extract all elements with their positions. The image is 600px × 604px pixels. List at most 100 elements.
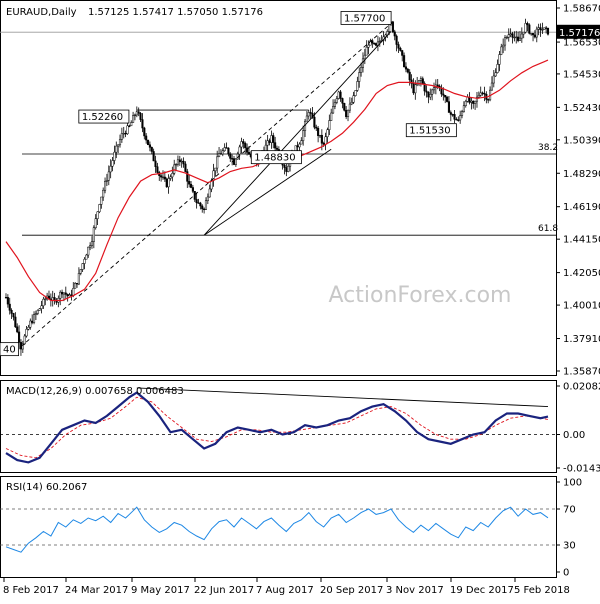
- candle-body: [83, 258, 86, 264]
- candle-body: [27, 326, 30, 330]
- candle-body: [459, 115, 462, 121]
- candle-body: [59, 291, 62, 299]
- candle-body: [25, 328, 28, 337]
- macd-trendline: [136, 387, 549, 408]
- candle-body: [79, 269, 82, 274]
- price-annotation-box: [405, 123, 457, 138]
- price-annotation-label: 40: [3, 345, 16, 356]
- candle-body: [307, 112, 310, 117]
- candle-body: [460, 111, 464, 116]
- candle-body: [313, 116, 316, 128]
- candle-body: [533, 34, 536, 38]
- candle-body: [431, 89, 434, 95]
- candle-body: [214, 167, 217, 172]
- candle-body: [137, 111, 140, 114]
- candle-body: [161, 176, 165, 179]
- candle-body: [528, 24, 531, 34]
- candle-body: [455, 119, 458, 121]
- rsi-y-tick-label: 30: [563, 541, 576, 552]
- candle-body: [266, 140, 269, 146]
- candle-body: [483, 93, 486, 95]
- price-y-tick-label: 1.52430: [563, 103, 600, 114]
- candle-body: [341, 98, 344, 104]
- candle-body: [191, 187, 194, 192]
- macd-line: [5, 391, 549, 464]
- candle-body: [74, 282, 77, 289]
- candle-body: [513, 36, 516, 39]
- fib-level-label: 38.2: [538, 143, 558, 153]
- price-y-tick-label: 1.35870: [563, 367, 600, 378]
- candle-body: [135, 111, 138, 116]
- candle-body: [318, 134, 322, 137]
- last-price-label: 1.57176: [559, 28, 600, 39]
- candle-body: [154, 160, 157, 167]
- chart-ohlc: 1.57125 1.57417 1.57050 1.57176: [88, 7, 263, 18]
- price-annotation-label: 1.51530: [409, 126, 450, 137]
- candle-body: [240, 141, 243, 148]
- candle-body: [530, 33, 533, 35]
- candle-body: [44, 298, 47, 300]
- candle-body: [524, 23, 527, 33]
- candle-body: [23, 335, 26, 345]
- candle-body: [369, 40, 372, 46]
- candle-body: [146, 139, 150, 145]
- candle-body: [40, 305, 43, 309]
- candle-body: [444, 95, 447, 98]
- trendline: [20, 23, 392, 347]
- candle-body: [296, 145, 299, 148]
- candle-body: [197, 202, 200, 204]
- candle-body: [231, 158, 234, 160]
- macd-panel: [0, 380, 557, 473]
- candle-body: [285, 167, 288, 172]
- candle-body: [481, 92, 484, 94]
- axes: 1.58670 1.56530 1.54530 1.52430 1.50390 1.482…: [3, 4, 600, 596]
- candle-body: [410, 79, 413, 84]
- candle-body: [543, 27, 546, 30]
- candle-body: [34, 313, 37, 315]
- candle-body: [399, 47, 402, 51]
- price-annotation-label: 1.48830: [254, 153, 295, 164]
- candle-body: [128, 125, 131, 127]
- candle-body: [130, 122, 133, 127]
- candle-body: [343, 103, 346, 111]
- candle-body: [107, 171, 110, 181]
- candle-body: [436, 84, 439, 87]
- candle-body: [61, 291, 64, 295]
- candle-body: [421, 78, 424, 84]
- candle-body: [242, 141, 245, 144]
- candle-body: [247, 152, 251, 155]
- candle-body: [29, 320, 32, 328]
- candle-body: [350, 101, 353, 105]
- price-annotation-box: [340, 11, 392, 25]
- candle-body: [464, 101, 467, 106]
- candle-body: [498, 54, 501, 65]
- candle-body: [193, 191, 196, 200]
- x-axis-label: 20 Sep 2017: [320, 585, 383, 596]
- candle-body: [148, 144, 151, 148]
- candle-body: [186, 171, 189, 182]
- candle-body: [300, 140, 303, 145]
- candle-body: [115, 145, 118, 153]
- rsi-line: [5, 506, 549, 553]
- x-axis-label: 24 Mar 2017: [65, 585, 128, 596]
- candle-body: [522, 31, 525, 35]
- candle-body: [203, 208, 206, 210]
- trendline: [203, 31, 392, 236]
- candle-body: [163, 176, 166, 180]
- candle-body: [503, 37, 507, 46]
- candle-body: [317, 127, 320, 136]
- candle-body: [120, 133, 123, 140]
- candle-body: [272, 135, 275, 143]
- candle-body: [274, 142, 277, 149]
- candle-body: [468, 97, 471, 103]
- candle-body: [360, 67, 363, 73]
- candle-body: [178, 159, 181, 163]
- candle-body: [229, 153, 232, 159]
- candle-body: [363, 54, 366, 60]
- candle-body: [189, 183, 193, 188]
- price-y-tick-label: 1.42050: [563, 268, 600, 279]
- candle-body: [367, 44, 370, 48]
- candle-body: [175, 163, 178, 166]
- candle-body: [333, 102, 336, 107]
- price-y-tick-label: 1.56530: [563, 38, 600, 49]
